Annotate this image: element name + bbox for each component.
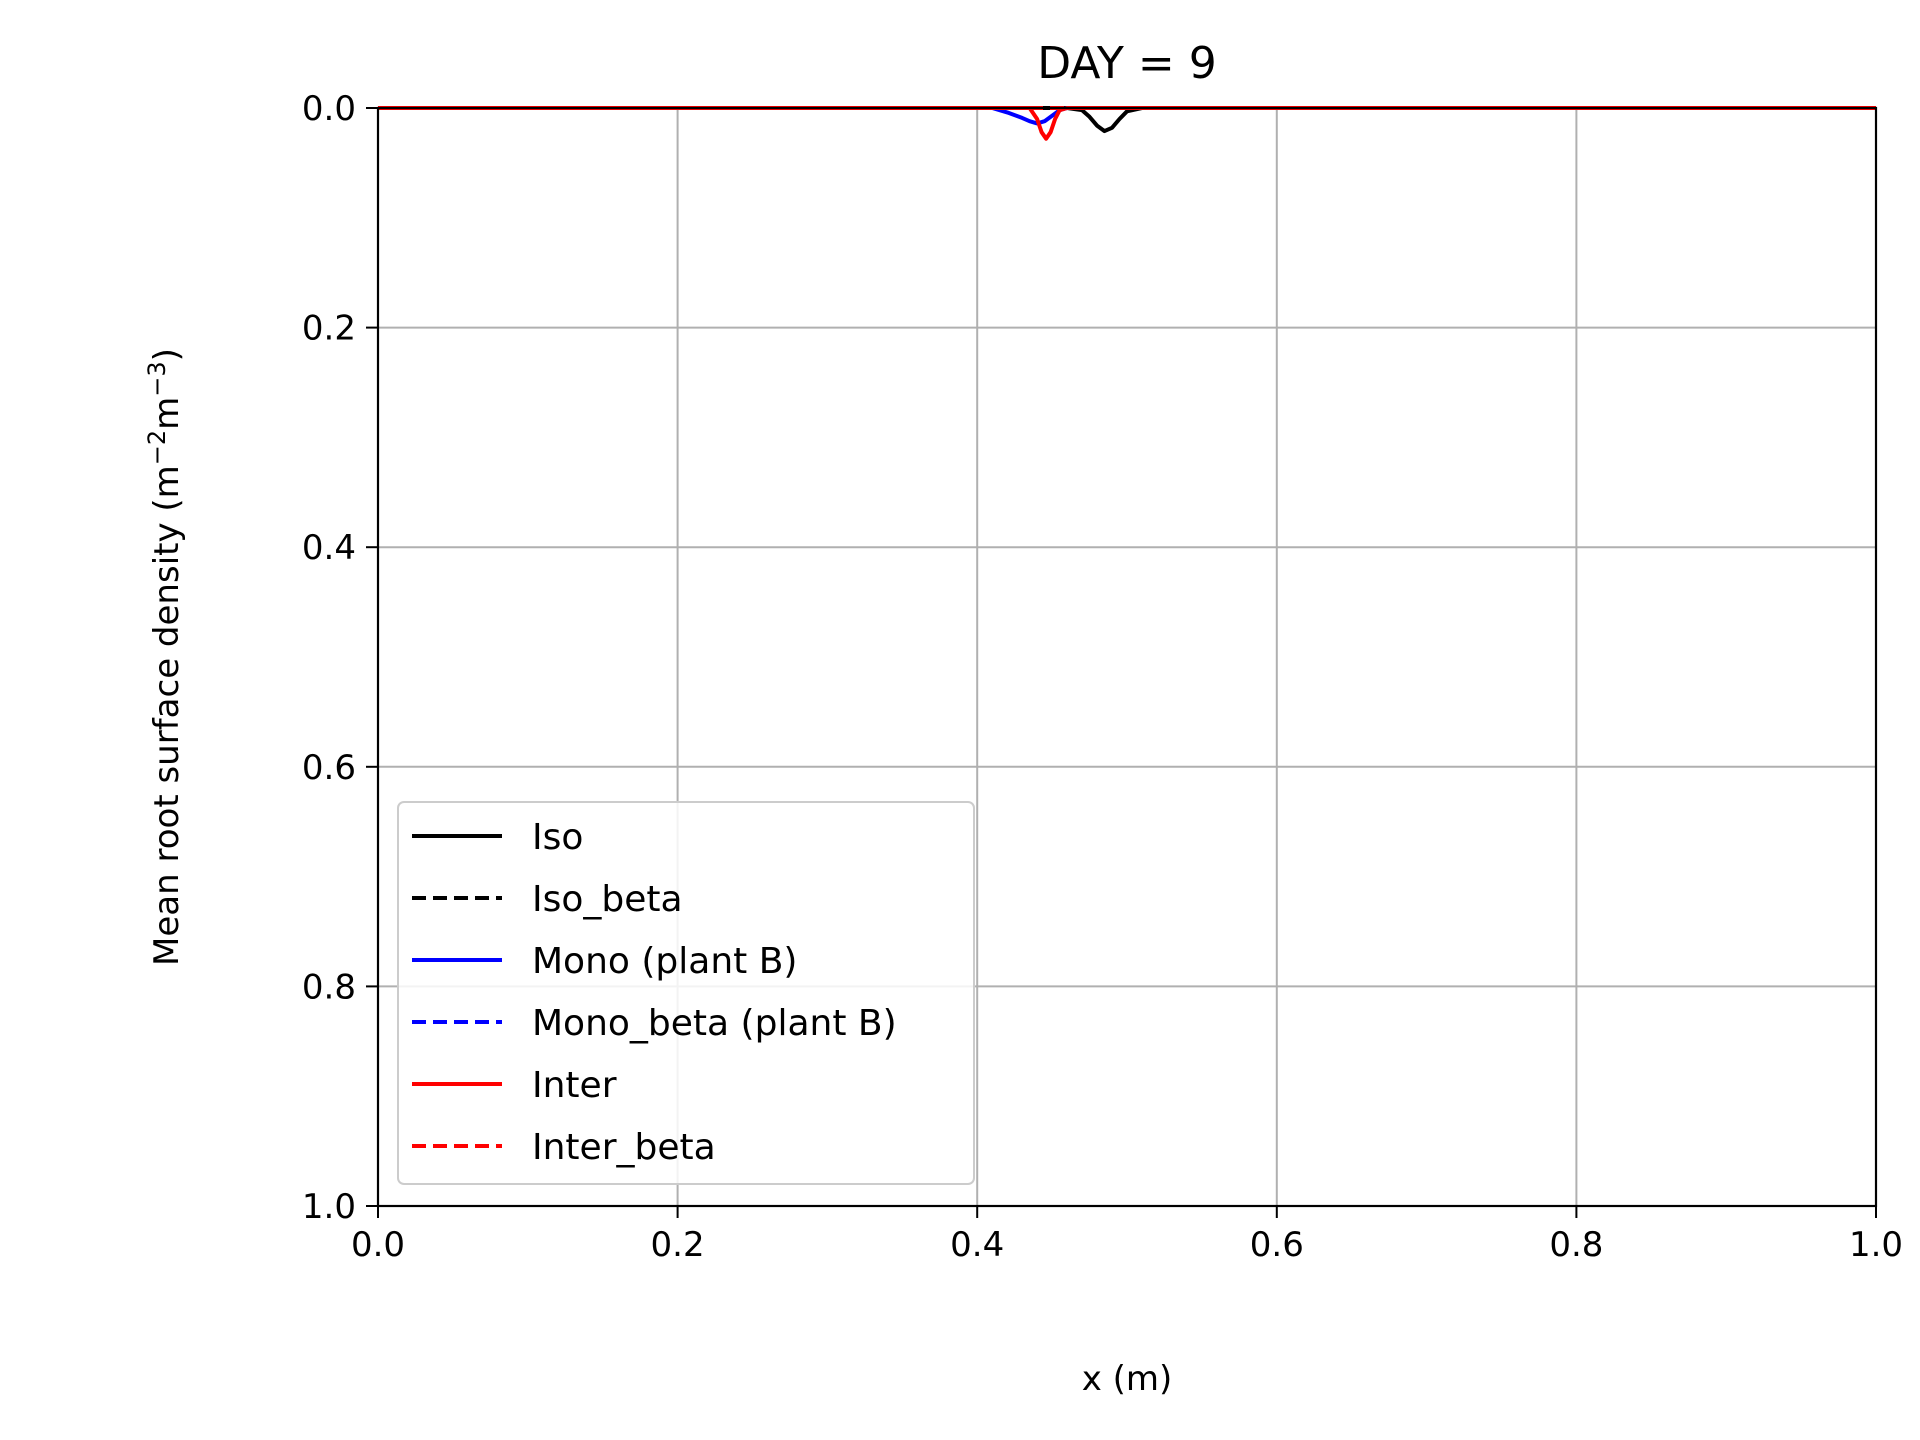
legend-label: Inter_beta: [532, 1127, 716, 1168]
y-axis-title-end: ): [147, 348, 187, 361]
y-tick-label: 0.0: [302, 89, 356, 129]
y-tick-label: 0.8: [302, 967, 356, 1007]
y-tick-label: 0.4: [302, 528, 356, 568]
x-tick-label: 0.4: [950, 1225, 1004, 1265]
y-axis-title: Mean root surface density (m−2m−3): [143, 348, 187, 966]
legend-label: Iso: [532, 817, 583, 858]
y-tick-label: 0.6: [302, 748, 356, 788]
y-axis-title-sup1: −2: [143, 430, 171, 465]
x-tick-label: 1.0: [1849, 1225, 1903, 1265]
legend-label: Iso_beta: [532, 879, 683, 920]
axis-ticks: 0.0 0.2 0.4 0.6 0.8 1.00.00.20.40.60.81.0: [302, 89, 1903, 1265]
series-lines: [378, 106, 1876, 141]
y-axis-title-sup2: −3: [143, 361, 171, 396]
x-tick-label: 0.2: [651, 1225, 705, 1265]
plot-frame: [376, 106, 1878, 1208]
y-axis-title-main: Mean root surface density (m: [147, 465, 187, 966]
legend: Iso Iso_beta Mono (plant B) Mono_beta (plan…: [397, 801, 975, 1185]
legend-label: Inter: [532, 1065, 617, 1106]
x-tick-label: 0.0: [351, 1225, 405, 1265]
y-axis-title-mid: m: [147, 397, 187, 430]
legend-box: [397, 801, 975, 1185]
legend-label: Mono_beta (plant B): [532, 1003, 897, 1044]
x-tick-label: 0.6: [1250, 1225, 1304, 1265]
x-axis-title: x (m): [1082, 1359, 1173, 1399]
chart-title: DAY = 9: [1037, 38, 1217, 89]
y-tick-label: 1.0: [302, 1187, 356, 1227]
y-tick-label: 0.2: [302, 309, 356, 349]
legend-label: Mono (plant B): [532, 941, 797, 982]
series-line: [378, 106, 1876, 134]
x-tick-label: 0.8: [1549, 1225, 1603, 1265]
